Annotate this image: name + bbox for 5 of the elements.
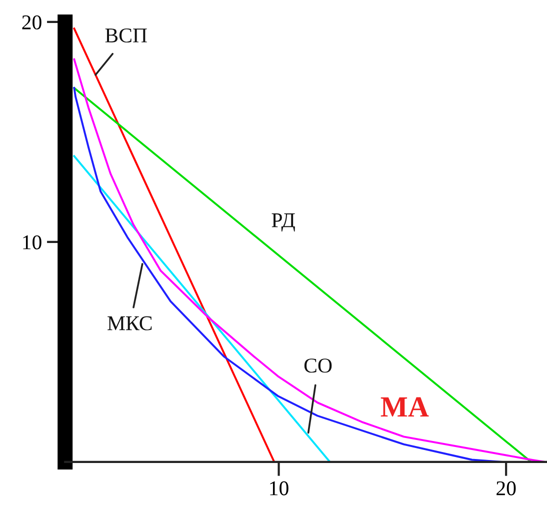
annotation: СО bbox=[304, 358, 332, 373]
annotation: МКС bbox=[108, 316, 152, 330]
annotation: ВСП bbox=[105, 28, 147, 42]
annotation: МА bbox=[380, 397, 429, 417]
annotation: РД bbox=[272, 213, 295, 232]
